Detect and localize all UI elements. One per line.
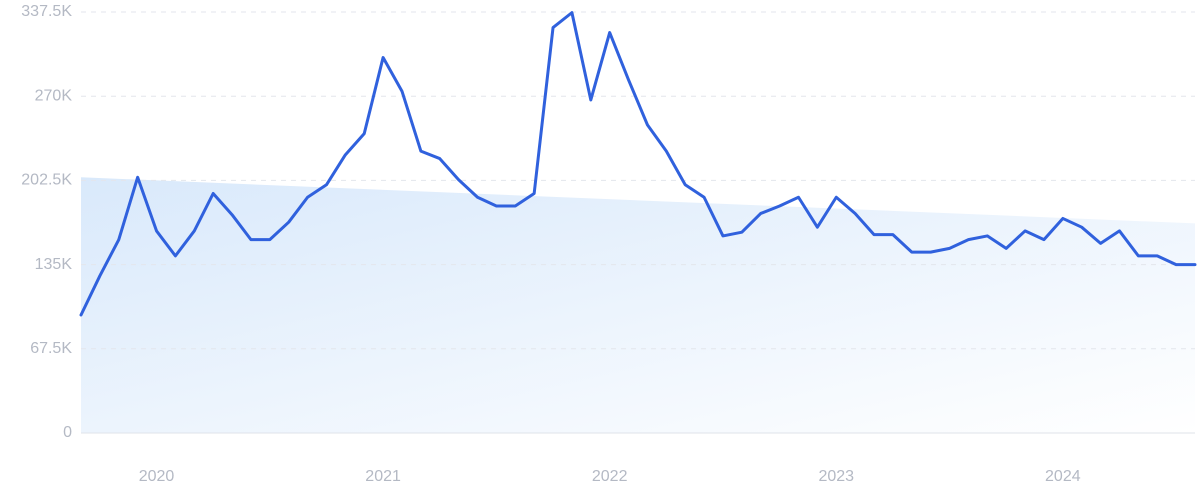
x-tick-label: 2023 [818, 468, 854, 485]
y-tick-label: 67.5K [30, 340, 72, 357]
y-tick-label: 202.5K [21, 172, 72, 189]
y-tick-label: 270K [35, 87, 73, 104]
x-tick-label: 2022 [592, 468, 628, 485]
y-tick-label: 0 [63, 424, 72, 441]
x-tick-label: 2020 [139, 468, 175, 485]
x-tick-label: 2024 [1045, 468, 1081, 485]
trend-area [81, 177, 1195, 433]
line [79, 11, 1197, 317]
y-tick-label: 135K [35, 256, 73, 273]
x-tick-label: 2021 [365, 468, 401, 485]
y-tick-label: 337.5K [21, 3, 72, 20]
